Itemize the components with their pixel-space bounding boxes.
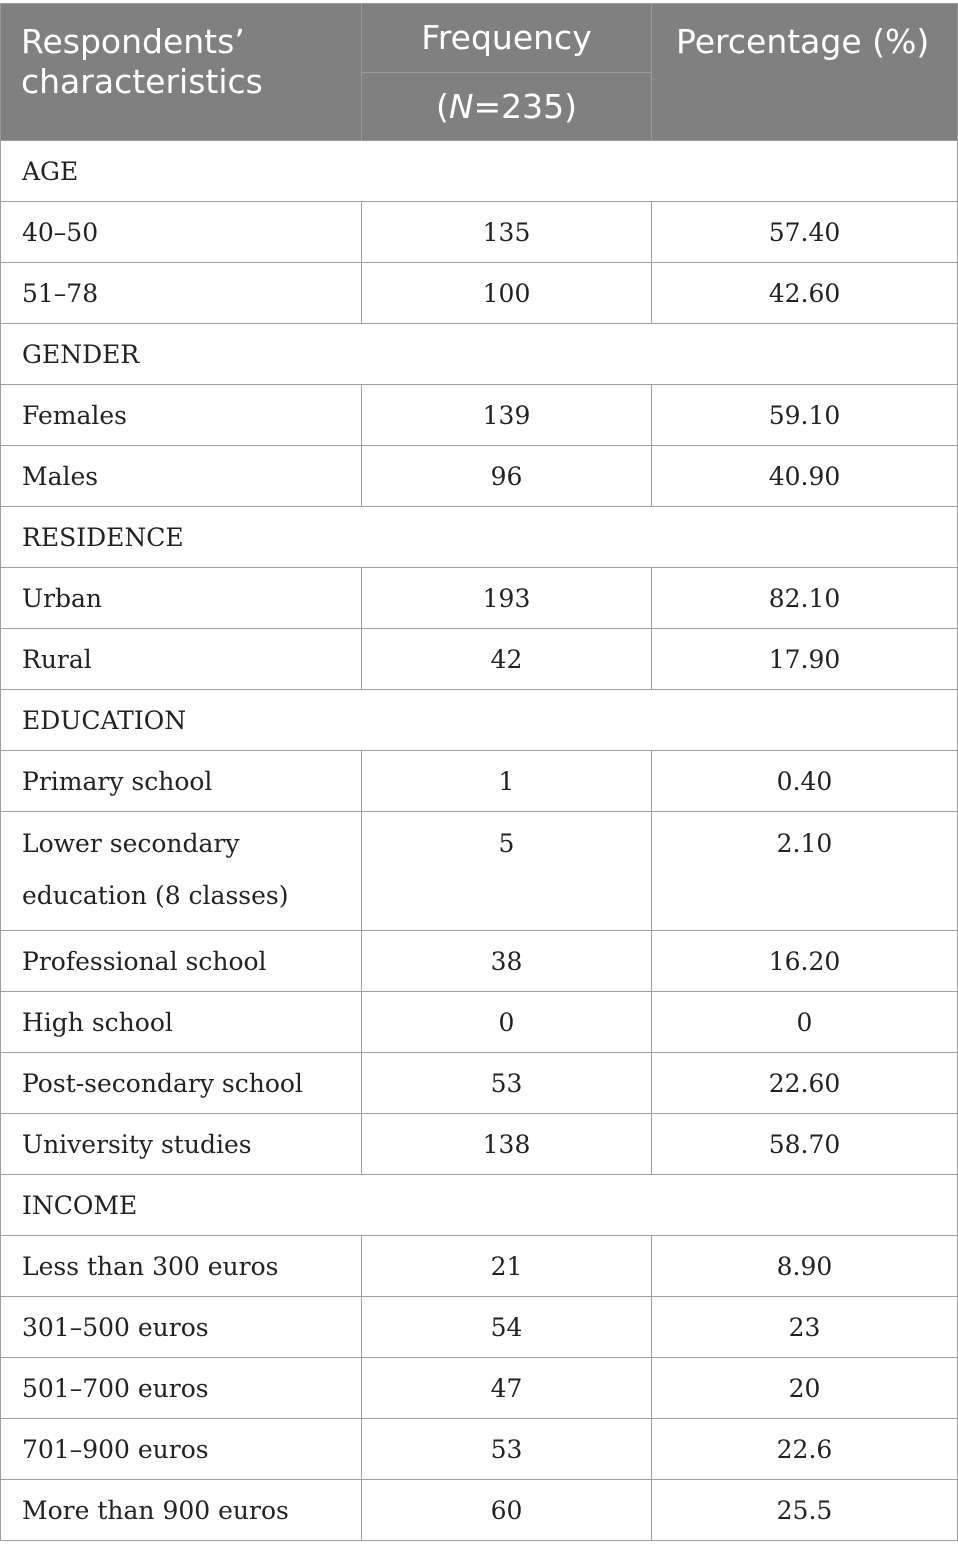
table-row: 51–78 100 42.60 [0, 262, 958, 324]
table-row: University studies 138 58.70 [0, 1113, 958, 1175]
row-frequency: 47 [361, 1357, 652, 1419]
table-row: Males 96 40.90 [0, 445, 958, 507]
row-label: Primary school [0, 750, 362, 812]
table-row: Females 139 59.10 [0, 384, 958, 446]
table-row: Lower secondary education (8 classes) 5 2.… [0, 811, 958, 931]
row-frequency: 42 [361, 628, 652, 690]
row-percentage: 2.10 [651, 811, 958, 931]
row-label: 51–78 [0, 262, 362, 324]
row-label: More than 900 euros [0, 1479, 362, 1541]
table-row: High school 0 0 [0, 991, 958, 1053]
row-label: Less than 300 euros [0, 1235, 362, 1297]
row-percentage: 22.6 [651, 1418, 958, 1480]
row-percentage: 20 [651, 1357, 958, 1419]
row-label: University studies [0, 1113, 362, 1175]
row-frequency: 38 [361, 930, 652, 992]
row-frequency: 135 [361, 201, 652, 263]
section-row: RESIDENCE [0, 506, 958, 568]
row-percentage: 57.40 [651, 201, 958, 263]
row-label: High school [0, 991, 362, 1053]
row-frequency: 1 [361, 750, 652, 812]
row-percentage: 58.70 [651, 1113, 958, 1175]
row-percentage: 8.90 [651, 1235, 958, 1297]
row-percentage: 22.60 [651, 1052, 958, 1114]
row-label: Rural [0, 628, 362, 690]
table-row: Urban 193 82.10 [0, 567, 958, 629]
row-label: Females [0, 384, 362, 446]
row-label: Professional school [0, 930, 362, 992]
row-frequency: 21 [361, 1235, 652, 1297]
table-header: Respondents’ characteristics Frequency P… [0, 3, 958, 141]
table-row: Less than 300 euros 21 8.90 [0, 1235, 958, 1297]
row-label: 501–700 euros [0, 1357, 362, 1419]
header-sample-size: (N=235) [361, 72, 652, 141]
header-percentage: Percentage (%) [651, 3, 958, 141]
row-frequency: 54 [361, 1296, 652, 1358]
table-body: AGE 40–50 135 57.40 51–78 100 42.60 GENDER Femal… [0, 140, 958, 1541]
row-percentage: 16.20 [651, 930, 958, 992]
row-label: 301–500 euros [0, 1296, 362, 1358]
row-frequency: 53 [361, 1052, 652, 1114]
header-n-symbol: N [448, 86, 474, 126]
row-percentage: 40.90 [651, 445, 958, 507]
row-frequency: 5 [361, 811, 652, 931]
row-frequency: 138 [361, 1113, 652, 1175]
row-label: 701–900 euros [0, 1418, 362, 1480]
row-frequency: 100 [361, 262, 652, 324]
section-row: GENDER [0, 323, 958, 385]
row-percentage: 25.5 [651, 1479, 958, 1541]
row-frequency: 139 [361, 384, 652, 446]
row-label: Lower secondary education (8 classes) [0, 811, 362, 931]
row-percentage: 59.10 [651, 384, 958, 446]
section-title: RESIDENCE [0, 506, 958, 568]
header-characteristics: Respondents’ characteristics [0, 3, 362, 141]
row-frequency: 0 [361, 991, 652, 1053]
row-frequency: 60 [361, 1479, 652, 1541]
header-n-open: ( [435, 86, 449, 126]
row-label: 40–50 [0, 201, 362, 263]
row-percentage: 17.90 [651, 628, 958, 690]
table-row: 501–700 euros 47 20 [0, 1357, 958, 1419]
table-row: 301–500 euros 54 23 [0, 1296, 958, 1358]
header-n-value: =235) [473, 86, 578, 126]
table-row: More than 900 euros 60 25.5 [0, 1479, 958, 1541]
table-row: Professional school 38 16.20 [0, 930, 958, 992]
row-label: Post-secondary school [0, 1052, 362, 1114]
table-row: Primary school 1 0.40 [0, 750, 958, 812]
section-title: AGE [0, 140, 958, 202]
row-frequency: 193 [361, 567, 652, 629]
section-row: INCOME [0, 1174, 958, 1236]
row-percentage: 42.60 [651, 262, 958, 324]
row-percentage: 0 [651, 991, 958, 1053]
section-title: GENDER [0, 323, 958, 385]
row-percentage: 82.10 [651, 567, 958, 629]
row-frequency: 96 [361, 445, 652, 507]
table-row: 701–900 euros 53 22.6 [0, 1418, 958, 1480]
row-percentage: 23 [651, 1296, 958, 1358]
row-label: Males [0, 445, 362, 507]
section-title: EDUCATION [0, 689, 958, 751]
section-row: AGE [0, 140, 958, 202]
row-percentage: 0.40 [651, 750, 958, 812]
table-row: Rural 42 17.90 [0, 628, 958, 690]
section-row: EDUCATION [0, 689, 958, 751]
demographics-table: Respondents’ characteristics Frequency P… [0, 3, 958, 1541]
header-frequency: Frequency [361, 3, 652, 73]
row-frequency: 53 [361, 1418, 652, 1480]
table-row: 40–50 135 57.40 [0, 201, 958, 263]
row-label: Urban [0, 567, 362, 629]
table-row: Post-secondary school 53 22.60 [0, 1052, 958, 1114]
section-title: INCOME [0, 1174, 958, 1236]
